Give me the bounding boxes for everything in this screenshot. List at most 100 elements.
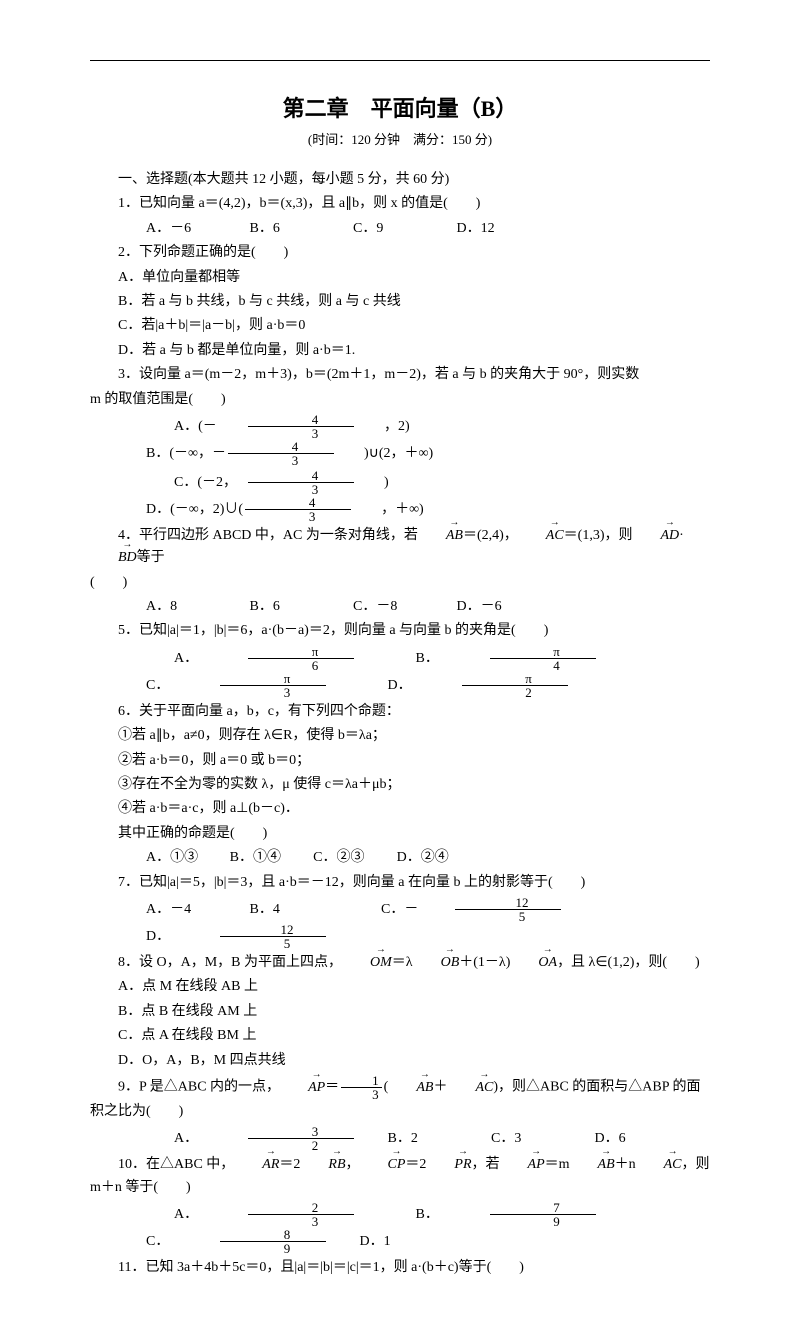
q4-opt-a: A．8 [118,596,218,618]
frac-4-3: 43 [248,413,354,440]
q6-l3: ③存在不全为零的实数 λ，μ 使得 c＝λa＋μb； [90,774,710,796]
q3-opt-a: A．(－43，2) [118,413,456,440]
q10-options: A．23 B．79 C．89 D．1 [90,1201,710,1255]
q5-a-label: A． [146,648,246,670]
q9-a-label: A． [146,1128,246,1150]
q6-opt-c: C．②③ [285,847,365,869]
q4-a: 4．平行四边形 ABCD 中，AC 为一条对角线，若 [118,528,418,543]
q10-opt-b: B．79 [360,1201,598,1228]
q10-text: 10．在△ABC 中，AR＝2RB，CP＝2PR，若AP＝mAB＋nAC，则 m… [90,1154,710,1199]
q4-b: ＝(2,4)， [463,528,518,543]
q3-b2: )∪(2，＋∞) [336,443,436,465]
q6-opt-a: A．①③ [118,847,198,869]
q5-opt-c: C．π3 [90,672,328,699]
q8-opt-a: A．点 M 在线段 AB 上 [90,976,710,998]
q5-opt-b: B．π4 [360,645,598,672]
frac-2-3: 23 [248,1201,354,1228]
q4-d: 等于 [137,550,165,565]
q7-options: A．－4 B．4 C．－125 D．125 [90,896,710,950]
q6-l4: ④若 a·b＝a·c，则 a⊥(b－c)． [90,798,710,820]
q1-opt-b: B．6 [222,218,322,240]
q2-opt-a: A．单位向量都相等 [90,267,710,289]
q5-text: 5．已知|a|＝1，|b|＝6，a·(b－a)＝2，则向量 a 与向量 b 的夹… [90,620,710,642]
q8-b: ＝λ [392,955,413,970]
q8-c: ＋(1－λ) [459,955,510,970]
q3-d1: D．(－∞，2)∪( [118,499,243,521]
vec-ac: AC [636,1154,682,1176]
vec-oa: OA [510,952,557,974]
q3-opt-d: D．(－∞，2)∪(43，＋∞) [90,496,453,523]
vec-ad: AD [633,525,680,547]
vec-ar: AR [234,1154,279,1176]
frac-4-3: 43 [248,469,354,496]
q3-row2: C．(－2，43) D．(－∞，2)∪(43，＋∞) [90,469,710,523]
frac-4-3: 43 [245,496,351,523]
q8-d: ，且 λ∈(1,2)，则( ) [557,955,700,970]
q10-c: ， [346,1157,360,1172]
q8-opt-b: B．点 B 在线段 AM 上 [90,1001,710,1023]
q1-opt-d: D．12 [429,218,529,240]
q2-opt-d: D．若 a 与 b 都是单位向量，则 a·b＝1. [90,340,710,362]
vec-rb: RB [300,1154,345,1176]
q7-text: 7．已知|a|＝5，|b|＝3，且 a·b＝－12，则向量 a 在向量 b 上的… [90,872,710,894]
frac-pi-2: π2 [462,672,568,699]
frac-12-5: 125 [455,896,561,923]
q4-opt-d: D．－6 [429,596,529,618]
vec-ac: AC [518,525,564,547]
q10-g: ＋n [615,1157,636,1172]
q7-d-label: D． [118,926,218,948]
q5-c-label: C． [118,675,218,697]
q7-opt-d: D．125 [90,923,328,950]
vec-pr: PR [426,1154,471,1176]
q3-text-a: 3．设向量 a＝(m－2，m＋3)，b＝(2m＋1，m－2)，若 a 与 b 的… [90,364,710,386]
q5-options: A．π6 B．π4 C．π3 D．π2 [90,645,710,699]
q5-opt-a: A．π6 [118,645,356,672]
q3-text-b: m 的取值范围是( ) [90,389,710,411]
q2-opt-b: B．若 a 与 b 共线，b 与 c 共线，则 a 与 c 共线 [90,291,710,313]
q1-opt-a: A．－6 [118,218,218,240]
q1-text: 1．已知向量 a＝(4,2)，b＝(x,3)，且 a∥b，则 x 的值是( ) [90,193,710,215]
q6-options: A．①③ B．①④ C．②③ D．②④ [90,847,710,869]
frac-pi-6: π6 [248,645,354,672]
q11-text: 11．已知 3a＋4b＋5c＝0，且|a|＝|b|＝|c|＝1，则 a·(b＋c… [90,1257,710,1279]
frac-4-3: 43 [228,440,334,467]
frac-pi-3: π3 [220,672,326,699]
q10-c-label: C． [118,1231,218,1253]
q10-b-label: B． [388,1204,488,1226]
q9-a: 9．P 是△ABC 内的一点， [118,1080,280,1095]
q2-opt-c: C．若|a＋b|＝|a－b|，则 a·b＝0 [90,315,710,337]
vec-bd: BD [90,547,137,569]
q7-opt-a: A．－4 [118,899,218,921]
q2-text: 2．下列命题正确的是( ) [90,242,710,264]
subtitle: (时间：120 分钟 满分：150 分) [90,130,710,151]
vec-ab: AB [418,525,463,547]
q3-c2: ) [356,472,456,494]
q1-options: A．－6 B．6 C．9 D．12 [90,218,710,240]
q10-f: ＝m [545,1157,570,1172]
section-heading: 一、选择题(本大题共 12 小题，每小题 5 分，共 60 分) [90,169,710,191]
q3-row1: A．(－43，2) B．(－∞，－43)∪(2，＋∞) [90,413,710,467]
q7-opt-b: B．4 [222,899,322,921]
q7-c-label: C．－ [353,899,453,921]
q4-opt-c: C．－8 [325,596,425,618]
q10-a-label: A． [146,1204,246,1226]
frac-7-9: 79 [490,1201,596,1228]
q6-opt-b: B．①④ [202,847,282,869]
frac-1-3: 13 [341,1074,382,1101]
page-title: 第二章 平面向量（B） [90,91,710,126]
q10-opt-a: A．23 [118,1201,356,1228]
q10-opt-d: D．1 [332,1231,432,1253]
q10-d: ＝2 [405,1157,426,1172]
frac-8-9: 89 [220,1228,326,1255]
q6-text: 6．关于平面向量 a，b，c，有下列四个命题： [90,701,710,723]
q3-opt-b: B．(－∞，－43)∪(2，＋∞) [90,440,436,467]
vec-ob: OB [413,952,460,974]
q3-opt-c: C．(－2，43) [118,469,456,496]
vec-ab: AB [570,1154,615,1176]
q5-d-label: D． [360,675,460,697]
q4-text: 4．平行四边形 ABCD 中，AC 为一条对角线，若AB＝(2,4)，AC＝(1… [90,525,710,570]
q4-options: A．8 B．6 C．－8 D．－6 [90,596,710,618]
q3-b1: B．(－∞，－ [118,443,226,465]
q8-opt-c: C．点 A 在线段 BM 上 [90,1025,710,1047]
q10-opt-c: C．89 [90,1228,328,1255]
